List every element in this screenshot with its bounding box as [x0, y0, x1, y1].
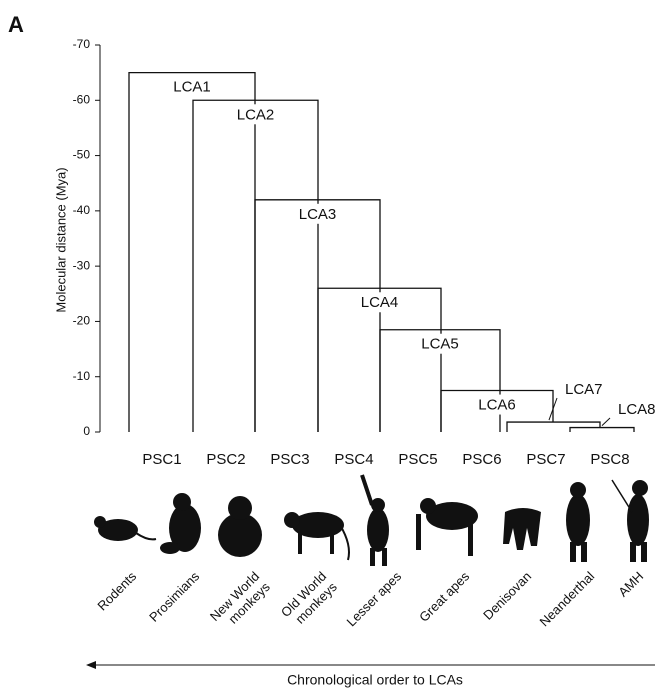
group-label: Denisovan [481, 569, 535, 623]
x-axis-label: Chronological order to LCAs [287, 672, 463, 688]
node-bracket [570, 428, 634, 432]
panel-label: A [8, 12, 24, 37]
leaf-label: PSC7 [526, 451, 565, 468]
node-label: LCA4 [361, 294, 399, 311]
node-label: LCA3 [299, 206, 337, 223]
group-label: AMH [616, 569, 647, 600]
node-bracket [129, 73, 255, 432]
leader [602, 418, 610, 426]
leaf-label: PSC8 [590, 451, 629, 468]
silhouettes [94, 475, 649, 566]
group-label-line: Lesser apes [344, 569, 405, 630]
y-tick-label: -30 [73, 258, 91, 272]
node-label: LCA1 [173, 79, 211, 96]
y-tick-label: -10 [73, 369, 91, 383]
group-label: Lesser apes [344, 569, 405, 630]
leaf-label: PSC4 [334, 451, 373, 468]
leaf-label: PSC6 [462, 451, 501, 468]
group-label-line: Rodents [95, 569, 140, 614]
node-label: LCA2 [237, 106, 275, 123]
group-label-line: Neanderthal [537, 569, 598, 630]
group-label: Great apes [416, 569, 472, 625]
leaf-label: PSC1 [142, 451, 181, 468]
group-label-line: AMH [616, 569, 647, 600]
group-label: Old Worldmonkeys [278, 569, 340, 631]
y-tick-label: 0 [83, 424, 90, 438]
y-tick-label: -70 [73, 37, 91, 51]
group-label-line: Great apes [416, 569, 472, 625]
group-label: Rodents [95, 569, 140, 614]
y-tick-label: -50 [73, 148, 91, 162]
y-tick-label: -40 [73, 203, 91, 217]
y-tick-label: -60 [73, 92, 91, 106]
group-label: New Worldmonkeys [207, 569, 273, 635]
node-label: LCA8 [618, 401, 656, 418]
arrow-head [86, 661, 96, 669]
leaf-label: PSC5 [398, 451, 437, 468]
leaf-label: PSC3 [270, 451, 309, 468]
group-label-line: Denisovan [481, 569, 535, 623]
node-label: LCA6 [478, 397, 516, 414]
node-label: LCA5 [421, 336, 459, 353]
group-label: Neanderthal [537, 569, 598, 630]
group-label: Prosimians [146, 569, 202, 625]
y-axis-label: Molecular distance (Mya) [53, 167, 68, 312]
figure: A Molecular distance (Mya) Chronological… [0, 0, 668, 689]
node-label: LCA7 [565, 381, 603, 398]
y-tick-label: -20 [73, 314, 91, 328]
leaf-label: PSC2 [206, 451, 245, 468]
group-label-line: Prosimians [146, 569, 202, 625]
